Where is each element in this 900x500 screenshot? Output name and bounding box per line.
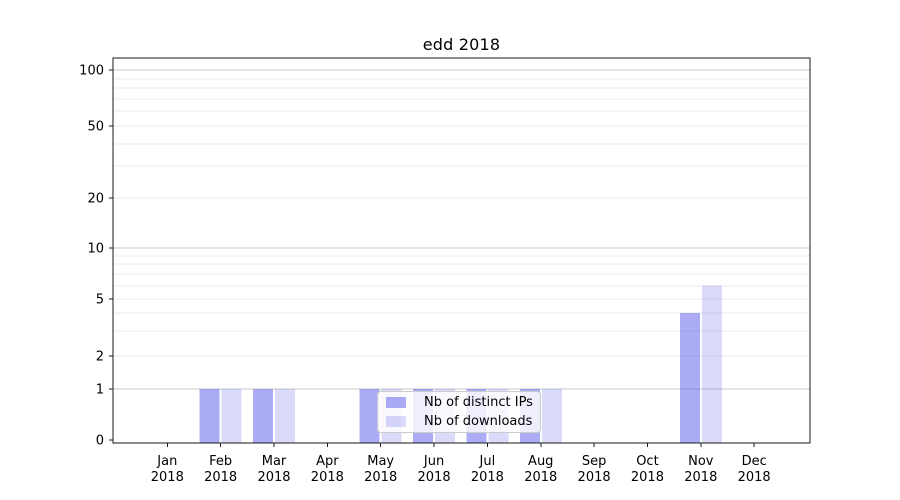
y-tick-label: 1 xyxy=(96,383,104,398)
y-tick-label: 5 xyxy=(96,293,104,308)
legend-swatch-downloads xyxy=(386,416,406,427)
x-tick-label-month: Oct xyxy=(636,454,658,469)
x-tick-label-month: Aug xyxy=(528,454,553,469)
x-tick-label-month: Apr xyxy=(316,454,339,469)
legend-label-distinct-ips: Nb of distinct IPs xyxy=(424,395,533,410)
x-tick-label-month: Jul xyxy=(479,454,496,469)
y-tick-label: 10 xyxy=(87,242,104,257)
x-tick-label-year: 2018 xyxy=(311,470,344,485)
y-tick-label: 20 xyxy=(87,192,104,207)
plot-frame xyxy=(112,57,811,444)
bar-distinct-ips-mar xyxy=(253,389,273,443)
x-tick-label-month: Mar xyxy=(262,454,287,469)
x-tick-label-year: 2018 xyxy=(684,470,717,485)
y-tick-label: 50 xyxy=(87,120,104,135)
x-tick-label-month: Nov xyxy=(688,454,714,469)
legend-item-distinct-ips: Nb of distinct IPs xyxy=(386,395,540,410)
x-tick-label-year: 2018 xyxy=(738,470,771,485)
x-tick-label-month: Sep xyxy=(582,454,607,469)
x-tick-label-year: 2018 xyxy=(151,470,184,485)
x-tick-label-year: 2018 xyxy=(364,470,397,485)
x-tick-label-month: Dec xyxy=(742,454,767,469)
bar-downloads-mar xyxy=(275,389,295,443)
legend-label-downloads: Nb of downloads xyxy=(424,414,533,429)
bar-downloads-aug xyxy=(541,389,562,443)
x-tick-label-year: 2018 xyxy=(257,470,290,485)
x-tick-label-year: 2018 xyxy=(524,470,557,485)
bar-distinct-ips-feb xyxy=(199,389,220,443)
x-tick-label-year: 2018 xyxy=(204,470,237,485)
x-tick-label-month: Feb xyxy=(209,454,232,469)
bar-downloads-feb xyxy=(221,389,242,443)
x-tick-label-year: 2018 xyxy=(631,470,664,485)
bar-distinct-ips-nov xyxy=(679,312,700,443)
y-tick-label: 2 xyxy=(96,350,104,365)
x-tick-label-year: 2018 xyxy=(578,470,611,485)
x-tick-label-month: Jan xyxy=(156,454,177,469)
legend: Nb of distinct IPs Nb of downloads xyxy=(377,391,541,433)
x-tick-label-year: 2018 xyxy=(471,470,504,485)
bar-downloads-nov xyxy=(701,285,722,443)
bar-distinct-ips-may xyxy=(359,389,380,443)
y-tick-label: 0 xyxy=(96,434,104,449)
y-tick-label: 100 xyxy=(79,64,104,79)
x-tick-label-year: 2018 xyxy=(418,470,451,485)
chart-title: edd 2018 xyxy=(422,35,501,54)
legend-item-downloads: Nb of downloads xyxy=(386,414,540,429)
x-tick-label-month: Jun xyxy=(423,454,444,469)
legend-swatch-distinct-ips xyxy=(386,397,406,408)
x-tick-label-month: May xyxy=(367,454,394,469)
